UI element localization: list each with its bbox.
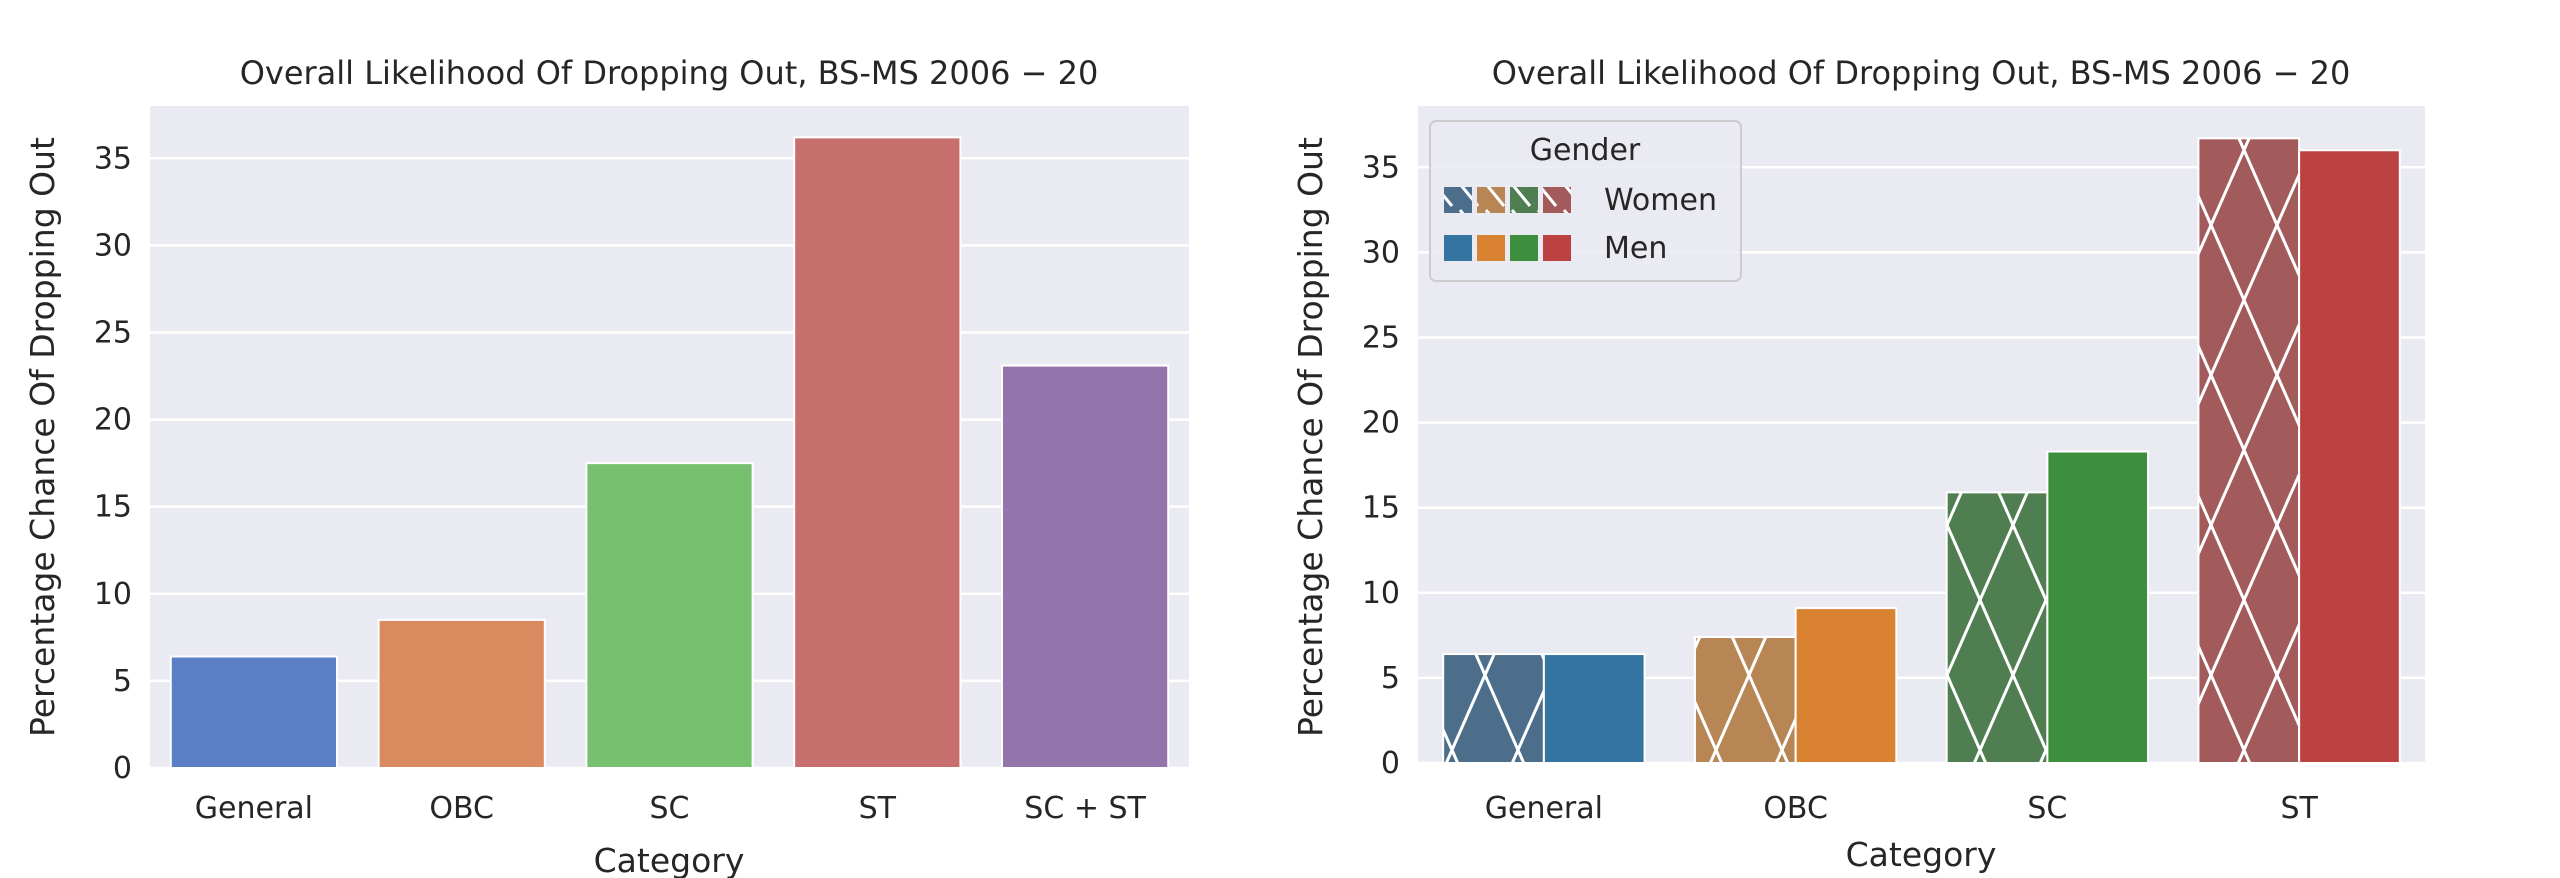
- bar-hatch: [2198, 138, 2300, 764]
- bar-hatch: [1694, 637, 1796, 763]
- y-tick-label: 5: [1381, 661, 1400, 696]
- y-tick-label: 30: [1362, 235, 1400, 270]
- x-tick-label: ST: [2280, 791, 2318, 826]
- legend-label: Women: [1604, 183, 1717, 218]
- x-tick-label: SC: [650, 791, 690, 826]
- legend: Gender Women Men: [1429, 120, 1742, 282]
- legend-swatch-hatch: [1510, 187, 1538, 213]
- y-tick-label: 15: [94, 490, 132, 525]
- x-tick-label: General: [1485, 791, 1603, 826]
- chart-overall: Overall Likelihood Of Dropping Out, BS-M…: [23, 54, 1189, 878]
- legend-swatch-hatch: [1444, 187, 1472, 213]
- y-axis-label: Percentage Chance Of Dropping Out: [23, 137, 62, 737]
- bar-men: [1542, 653, 1646, 765]
- y-tick-label: 25: [1362, 320, 1400, 355]
- bar: [585, 462, 754, 769]
- x-tick-label: ST: [859, 791, 897, 826]
- bar: [793, 136, 962, 769]
- y-tick-label: 10: [1362, 576, 1400, 611]
- legend-swatch: [1543, 235, 1571, 261]
- legend-box: [1429, 120, 1742, 282]
- legend-swatch-hatch: [1477, 187, 1505, 213]
- bar: [377, 618, 546, 770]
- legend-swatch: [1477, 235, 1505, 261]
- chart-title: Overall Likelihood Of Dropping Out, BS-M…: [1492, 54, 2351, 92]
- y-tick-label: 25: [94, 315, 132, 350]
- x-tick-label: General: [195, 791, 313, 826]
- y-tick-label: 20: [1362, 406, 1400, 441]
- bar-men: [2298, 149, 2401, 764]
- bar: [169, 655, 339, 769]
- legend-title: Gender: [1530, 133, 1641, 168]
- y-tick-label: 5: [113, 664, 132, 699]
- y-tick-label: 15: [1362, 491, 1400, 526]
- x-tick-label: OBC: [1763, 791, 1828, 826]
- y-tick-label: 20: [94, 403, 132, 438]
- y-tick-label: 30: [94, 228, 132, 263]
- y-axis-label: Percentage Chance Of Dropping Out: [1291, 137, 1330, 737]
- legend-swatch: [1510, 235, 1538, 261]
- x-tick-label: SC + ST: [1024, 791, 1146, 826]
- bar-men: [2046, 450, 2150, 764]
- bar-hatch: [1443, 654, 1544, 763]
- y-tick-label: 0: [113, 751, 132, 786]
- x-tick-label: SC: [2027, 791, 2067, 826]
- x-axis-label: Category: [594, 841, 745, 878]
- y-tick-label: 35: [94, 141, 132, 176]
- chart-title: Overall Likelihood Of Dropping Out, BS-M…: [240, 54, 1099, 92]
- legend-swatch: [1444, 235, 1472, 261]
- bar-hatch: [1946, 492, 2048, 763]
- bar-men: [1794, 607, 1898, 764]
- chart-by-gender: Overall Likelihood Of Dropping Out, BS-M…: [1291, 54, 2425, 874]
- y-tick-label: 10: [94, 577, 132, 612]
- legend-swatch-hatch: [1543, 187, 1571, 213]
- bar: [1000, 364, 1170, 769]
- x-axis-label: Category: [1846, 835, 1997, 874]
- y-tick-label: 35: [1362, 150, 1400, 185]
- legend-label: Men: [1604, 231, 1667, 266]
- y-tick-label: 0: [1381, 746, 1400, 781]
- x-tick-label: OBC: [429, 791, 494, 826]
